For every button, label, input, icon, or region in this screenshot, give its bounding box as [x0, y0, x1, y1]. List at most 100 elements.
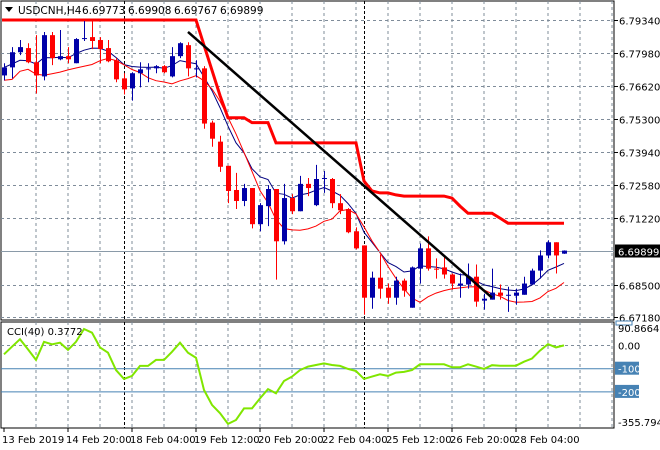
header-low: 6.69767 [174, 5, 217, 17]
candle-bullish[interactable] [266, 189, 271, 207]
candle-bullish[interactable] [530, 270, 535, 285]
candle-bullish[interactable] [58, 56, 63, 60]
candle-bearish[interactable] [554, 242, 559, 256]
candle-bullish[interactable] [82, 38, 87, 40]
cci-axis-label-min: -355.7949 [618, 418, 660, 429]
candle-bearish[interactable] [202, 68, 207, 124]
candle-bullish[interactable] [74, 39, 79, 64]
candle-bearish[interactable] [442, 267, 447, 275]
main-pane [0, 0, 615, 321]
current-price-tag [615, 244, 660, 258]
candle-bearish[interactable] [34, 62, 39, 76]
candle-bearish[interactable] [162, 66, 167, 73]
candle-bearish[interactable] [234, 189, 239, 201]
candle-bullish[interactable] [514, 292, 519, 296]
candle-bearish[interactable] [122, 78, 127, 90]
candle-bullish[interactable] [10, 52, 15, 68]
candle-bullish[interactable] [130, 73, 135, 89]
cci-axis-label-zero: 0.00 [618, 342, 640, 353]
candle-bullish[interactable] [490, 292, 495, 300]
candle-bullish[interactable] [138, 69, 143, 74]
candle-bearish[interactable] [114, 60, 119, 80]
candle-bearish[interactable] [362, 245, 367, 298]
candle-bearish[interactable] [226, 165, 231, 191]
candle-bullish[interactable] [242, 188, 247, 201]
candle-bearish[interactable] [218, 141, 223, 167]
candle-bullish[interactable] [2, 67, 7, 76]
trendline[interactable] [187, 31, 493, 299]
candle-bearish[interactable] [250, 188, 255, 225]
time-tick-label: 13 Feb 2019 [2, 435, 64, 446]
candle-bearish[interactable] [450, 274, 455, 284]
candle-bullish[interactable] [298, 183, 303, 212]
price-tick-label: 6.67180 [619, 314, 660, 325]
candle-bullish[interactable] [546, 242, 551, 256]
time-tick-label: 28 Feb 04:00 [514, 435, 580, 446]
candle-bullish[interactable] [370, 277, 375, 298]
cci-axis-label-level1: -100 [618, 365, 641, 376]
candle-bearish[interactable] [498, 292, 503, 296]
candle-bullish[interactable] [562, 250, 567, 254]
time-tick-label: 18 Feb 04:00 [130, 435, 196, 446]
candle-bearish[interactable] [338, 203, 343, 211]
time-tick-label: 19 Feb 12:00 [194, 435, 260, 446]
time-tick-label: 20 Feb 20:00 [258, 435, 324, 446]
candle-bullish[interactable] [394, 280, 399, 298]
candle-bearish[interactable] [274, 189, 279, 242]
candle-bearish[interactable] [306, 183, 311, 189]
candle-bearish[interactable] [434, 268, 439, 270]
time-tick-label: 25 Feb 12:00 [386, 435, 452, 446]
candle-bearish[interactable] [50, 35, 55, 59]
candle-bearish[interactable] [402, 280, 407, 291]
candle-bearish[interactable] [290, 198, 295, 212]
candle-bullish[interactable] [282, 198, 287, 242]
candle-bullish[interactable] [322, 178, 327, 180]
cci-level-tag [615, 384, 639, 398]
price-tick-label: 6.79340 [619, 17, 660, 28]
triangle-down-icon[interactable] [5, 7, 13, 12]
candle-bearish[interactable] [98, 40, 103, 50]
candle-bullish[interactable] [314, 179, 319, 206]
candle-bullish[interactable] [18, 47, 23, 53]
candle-bearish[interactable] [26, 48, 31, 63]
candle-bullish[interactable] [146, 68, 151, 70]
candle-bearish[interactable] [106, 48, 111, 62]
time-tick-label: 22 Feb 04:00 [322, 435, 388, 446]
candle-bullish[interactable] [482, 298, 487, 301]
candle-bullish[interactable] [42, 35, 47, 77]
candle-bullish[interactable] [538, 255, 543, 271]
price-tick-label: 6.72580 [619, 182, 660, 193]
price-tick-label: 6.76620 [619, 83, 660, 94]
candle-bullish[interactable] [194, 68, 199, 70]
candle-bearish[interactable] [330, 179, 335, 204]
candle-bullish[interactable] [466, 276, 471, 285]
candle-bearish[interactable] [346, 209, 351, 233]
candle-bearish[interactable] [354, 231, 359, 249]
candle-bullish[interactable] [418, 248, 423, 269]
candle-bullish[interactable] [522, 283, 527, 295]
header-close: 6.69899 [220, 5, 263, 17]
price-tick-label: 6.77980 [619, 50, 660, 61]
current-price-label: 6.69899 [618, 248, 659, 259]
cci-pane [0, 321, 615, 429]
candle-bearish[interactable] [186, 45, 191, 69]
price-tick-label: 6.75300 [619, 116, 660, 127]
candle-bearish[interactable] [66, 56, 71, 60]
candle-bearish[interactable] [90, 37, 95, 42]
candle-bearish[interactable] [386, 287, 391, 298]
candle-bullish[interactable] [154, 66, 159, 69]
candle-bullish[interactable] [170, 56, 175, 77]
candle-bullish[interactable] [458, 283, 463, 286]
candle-bullish[interactable] [178, 43, 183, 57]
candle-bearish[interactable] [426, 248, 431, 269]
time-tick-label: 26 Feb 20:00 [450, 435, 516, 446]
cci-max-marker [615, 320, 633, 326]
candle-bearish[interactable] [474, 276, 479, 302]
candle-bullish[interactable] [506, 294, 511, 296]
candle-bullish[interactable] [410, 267, 415, 308]
candle-bearish[interactable] [378, 277, 383, 289]
trailing-stop-line [2, 18, 564, 225]
candle-bearish[interactable] [210, 122, 215, 139]
candle-bullish[interactable] [258, 205, 263, 225]
